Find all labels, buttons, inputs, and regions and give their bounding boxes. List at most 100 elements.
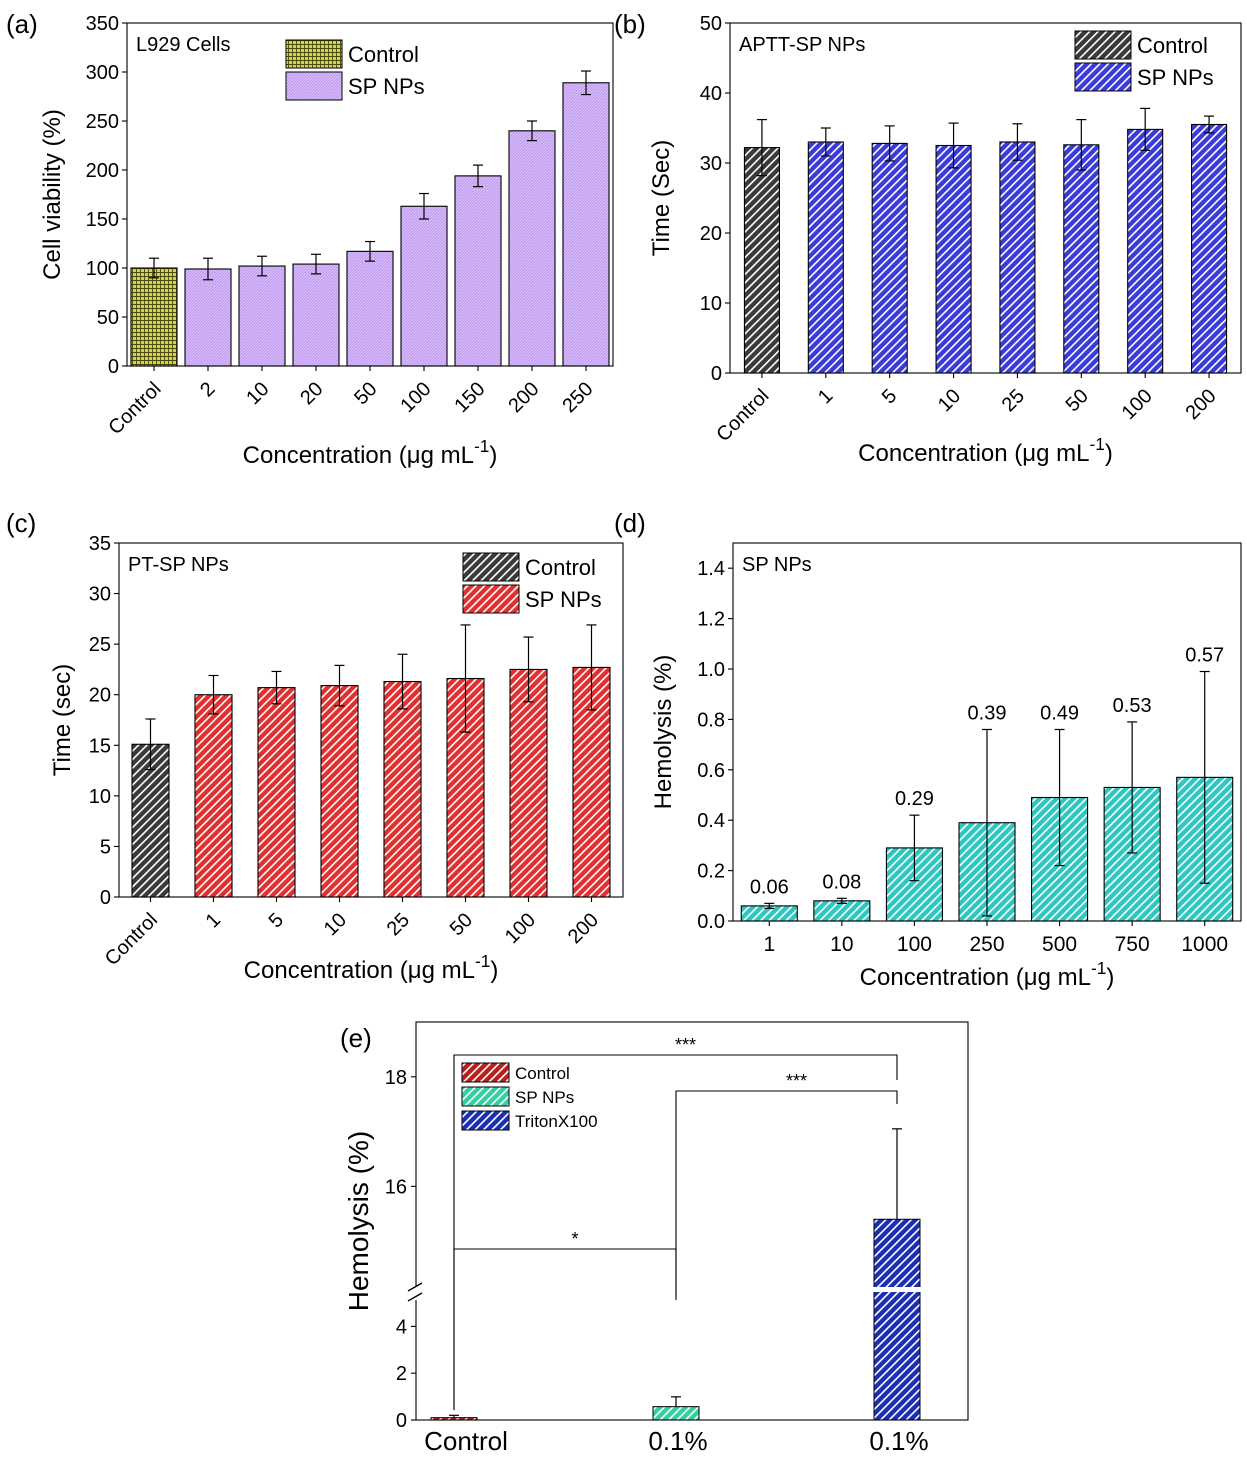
y-tick-label: 150 bbox=[86, 209, 119, 231]
data-label: 0.06 bbox=[750, 876, 789, 898]
y-tick-label: 10 bbox=[700, 293, 722, 315]
y-tick-label: 0 bbox=[108, 356, 119, 378]
legend-swatch bbox=[1074, 30, 1132, 60]
bar bbox=[935, 144, 972, 374]
x-tick-label: 50 bbox=[1062, 385, 1093, 416]
break-mark bbox=[407, 1292, 423, 1302]
legend-swatch bbox=[461, 1062, 510, 1083]
bar bbox=[292, 263, 340, 367]
y-tick-label: 10 bbox=[89, 786, 111, 808]
bar bbox=[400, 205, 448, 367]
annotation: SP NPs bbox=[742, 554, 812, 576]
y-tick-label: 0 bbox=[396, 1410, 407, 1432]
x-tick-label: 10 bbox=[242, 378, 273, 409]
significance-label: *** bbox=[675, 1035, 696, 1055]
x-tick-label: 100 bbox=[1118, 385, 1157, 424]
y-tick-label: 20 bbox=[700, 223, 722, 245]
x-axis-title: Concentration (μg mL-1) bbox=[243, 436, 498, 469]
panel-b: 0 10 20 30 40 50 Control 1 5 10 25 50 100 200 Concentr… bbox=[614, 9, 1242, 467]
panel-d: 0.06 0.08 0.29 0.39 0.49 0.53 0.57 0.0 0.2 0.4 0.6… bbox=[614, 508, 1242, 991]
legend-label: SP NPs bbox=[1137, 65, 1214, 90]
x-axis-title-sup: -1 bbox=[1089, 434, 1104, 454]
legend-swatch bbox=[462, 584, 520, 614]
x-tick-label: 10 bbox=[934, 385, 965, 416]
x-axis-title: Concentration (μg mL-1) bbox=[858, 434, 1113, 467]
y-tick-label: 0.2 bbox=[697, 861, 725, 883]
panel-label: (c) bbox=[6, 508, 36, 538]
y-tick-label: 100 bbox=[86, 258, 119, 280]
x-tick-label: Control bbox=[104, 378, 165, 439]
legend-swatch bbox=[285, 39, 343, 69]
x-axis-title-part: ) bbox=[490, 957, 498, 984]
bar bbox=[194, 694, 233, 898]
x-axis-title-part: Concentration (μg mL bbox=[243, 442, 474, 469]
x-axis-title-part: ) bbox=[1105, 440, 1113, 467]
bar bbox=[807, 141, 844, 374]
annotation: APTT-SP NPs bbox=[739, 34, 865, 56]
y-axis-title: Hemolysis (%) bbox=[343, 1131, 374, 1311]
bar bbox=[184, 268, 232, 367]
x-tick-label: 1 bbox=[814, 385, 837, 408]
data-label: 0.39 bbox=[968, 702, 1007, 724]
x-tick-label: 25 bbox=[998, 385, 1029, 416]
bar bbox=[562, 82, 610, 367]
y-tick-label: 35 bbox=[89, 533, 111, 555]
y-tick-label: 300 bbox=[86, 62, 119, 84]
x-tick-label: 10 bbox=[830, 933, 853, 956]
x-tick-label: 150 bbox=[450, 378, 489, 417]
significance-bracket bbox=[453, 1054, 898, 1410]
y-tick-label: 20 bbox=[89, 685, 111, 707]
panel-a: 0 50 100 150 200 250 300 350 Control 2 10 20 50 100 15… bbox=[6, 9, 614, 469]
bar bbox=[346, 250, 394, 367]
y-axis-title: Cell viability (%) bbox=[39, 109, 66, 280]
y-tick-label: 16 bbox=[385, 1176, 407, 1198]
y-tick-label: 1.4 bbox=[697, 558, 725, 580]
x-tick-label: 750 bbox=[1115, 933, 1150, 956]
y-tick-label: 0.4 bbox=[697, 810, 725, 832]
x-axis-title-sup: -1 bbox=[1091, 958, 1106, 978]
legend-label: SP NPs bbox=[515, 1088, 574, 1107]
y-tick-label: 50 bbox=[97, 307, 119, 329]
y-tick-label: 5 bbox=[100, 836, 111, 858]
data-label: 0.49 bbox=[1040, 702, 1079, 724]
y-tick-label: 250 bbox=[86, 111, 119, 133]
bar bbox=[320, 685, 359, 898]
x-tick-label: 100 bbox=[396, 378, 435, 417]
legend-swatch bbox=[461, 1110, 510, 1131]
x-tick-label: 500 bbox=[1042, 933, 1077, 956]
x-tick-label: Control bbox=[712, 385, 773, 446]
bar bbox=[238, 265, 286, 367]
data-label: 0.53 bbox=[1113, 695, 1152, 717]
plot-frame bbox=[415, 1021, 969, 1421]
x-tick-label: 100 bbox=[897, 933, 932, 956]
x-tick-label: 0.1% bbox=[648, 1426, 707, 1456]
y-tick-label: 30 bbox=[700, 153, 722, 175]
bar bbox=[743, 147, 780, 374]
x-axis-title-part: ) bbox=[489, 442, 497, 469]
significance-bracket bbox=[675, 1090, 898, 1300]
bar bbox=[509, 668, 548, 898]
plot-frame bbox=[118, 542, 624, 898]
x-tick-label: 25 bbox=[383, 909, 414, 940]
x-tick-label: Control bbox=[424, 1426, 508, 1456]
x-tick-label: 200 bbox=[564, 909, 603, 948]
bar bbox=[383, 681, 422, 898]
y-tick-label: 2 bbox=[396, 1363, 407, 1385]
break-gap bbox=[873, 1287, 921, 1292]
x-tick-label: 5 bbox=[265, 909, 288, 932]
y-tick-label: 1.2 bbox=[697, 609, 725, 631]
bar bbox=[873, 1218, 921, 1421]
x-tick-label: 1000 bbox=[1181, 933, 1228, 956]
x-tick-label: 200 bbox=[504, 378, 543, 417]
annotation: PT-SP NPs bbox=[128, 554, 229, 576]
x-axis-title: Concentration (μg mL-1) bbox=[244, 951, 499, 984]
bar bbox=[1063, 144, 1100, 374]
annotation: L929 Cells bbox=[136, 34, 231, 56]
x-axis-title-part: Concentration (μg mL bbox=[860, 964, 1091, 991]
y-tick-label: 0 bbox=[100, 887, 111, 909]
bar bbox=[257, 687, 296, 898]
x-tick-label: 20 bbox=[296, 378, 327, 409]
y-tick-label: 4 bbox=[396, 1316, 407, 1338]
x-axis-title-part: ) bbox=[1106, 964, 1114, 991]
